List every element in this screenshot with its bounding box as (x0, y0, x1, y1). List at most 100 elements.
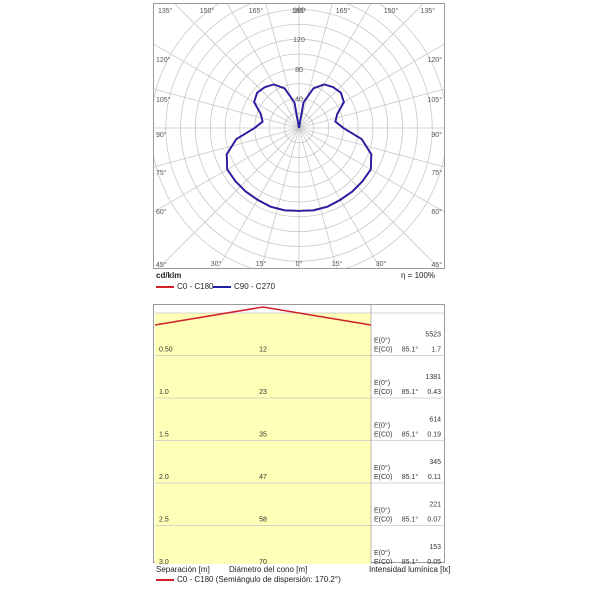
polar-angle-label-top: 180° (292, 7, 307, 15)
polar-grid-spoke (298, 4, 372, 129)
cone-diameter-label: 70 (259, 559, 267, 564)
polar-radial-tick-label: 120 (293, 37, 305, 44)
polar-angle-label-left: 45° (156, 261, 167, 269)
cone-separation-label: 2.5 (159, 517, 169, 524)
polar-grid-spoke (217, 127, 300, 268)
polar-diagram-panel: 40 80 120 160 135° 150° 165° 180° 165° 150° 135° 12… (153, 3, 445, 269)
polar-radial-tick-label: 40 (295, 96, 303, 103)
polar-series-curve (225, 83, 373, 212)
cone-edge-line (154, 306, 372, 326)
polar-angle-label-left: 90° (156, 131, 167, 139)
polar-grid-spoke (298, 43, 444, 129)
polar-angle-label-bottom: 15° (256, 260, 267, 268)
polar-radial-tick-label: 160 (293, 8, 305, 15)
polar-angle-label-right: 60° (431, 208, 442, 216)
polar-chart: 40 80 120 160 135° 150° 165° 180° 165° 150° 135° 12… (154, 4, 444, 269)
cone-separation-label: 2.0 (159, 474, 169, 481)
polar-grid-spoke (298, 127, 440, 268)
polar-angle-label-bottom: 15° (332, 260, 343, 268)
legend-swatch-c90-c270 (213, 286, 231, 288)
cone-angle-value: 85.1° (402, 431, 419, 439)
footer-diameter-label: Diámetro del cono [m] (229, 565, 308, 574)
polar-grid-spoke (298, 88, 444, 129)
polar-grid-spoke (298, 127, 444, 213)
cone-ec0-value: 0.43 (427, 389, 441, 396)
legend-label-c90-c270: C90 - C270 (234, 282, 275, 291)
polar-angle-label-top: 165° (336, 7, 351, 15)
cone-separation-label: 3.0 (159, 559, 169, 564)
footer-intensity-label: Intensidad lumínica [lx] (369, 565, 451, 574)
cone-e0-label: E(0°) (374, 507, 390, 515)
polar-angle-label-left: 60° (156, 208, 167, 216)
cone-ec0-label: E(C0) (374, 389, 392, 396)
cone-ec0-label: E(C0) (374, 517, 392, 524)
polar-grid-spoke (174, 4, 300, 129)
polar-angle-label-top: 150° (384, 7, 399, 15)
polar-grid-spoke (158, 127, 300, 268)
cone-angle-value: 85.1° (402, 558, 419, 564)
cone-separation-label: 1.0 (159, 389, 169, 396)
polar-angle-label-right: 75° (431, 169, 442, 177)
footer-separation-label: Separación [m] (156, 565, 210, 574)
cone-e0-value: 1381 (425, 374, 441, 381)
polar-grid-spoke (265, 4, 300, 129)
efficiency-label: η = 100% (401, 271, 436, 280)
cone-e0-value: 5523 (425, 332, 441, 339)
cone-angle-value: 85.1° (402, 516, 419, 524)
cone-ec0-value: 1.7 (431, 347, 441, 354)
polar-angle-label-bottom: 0° (296, 260, 303, 268)
cone-ec0-label: E(C0) (374, 559, 392, 564)
cone-ec0-value: 0.11 (428, 474, 441, 481)
polar-angle-label-top: 150° (200, 7, 215, 15)
cone-diameter-label: 47 (259, 474, 267, 481)
polar-angle-label-right: 105° (428, 96, 443, 104)
cone-diameter-label: 35 (259, 432, 267, 439)
legend-swatch-c0-c180 (156, 286, 174, 288)
polar-grid-spoke (154, 88, 300, 129)
cone-e0-value: 614 (429, 417, 441, 424)
polar-angle-label-left: 75° (156, 169, 167, 177)
polar-angle-label-top: 135° (158, 7, 173, 15)
polar-grid-spoke (298, 4, 424, 129)
cone-e0-value: 221 (429, 502, 441, 509)
polar-angle-label-right: 120° (428, 56, 443, 64)
polar-grid-spoke (261, 127, 300, 268)
cone-ec0-label: E(C0) (374, 474, 392, 481)
polar-angle-label-right: 90° (431, 131, 442, 139)
cone-e0-label: E(0°) (374, 337, 390, 345)
cone-ec0-value: 0.05 (427, 559, 441, 564)
legend-label-c0-c180: C0 - C180 (177, 282, 214, 291)
cone-e0-value: 153 (429, 544, 441, 551)
polar-grid-spoke (154, 43, 300, 129)
polar-grid-spoke (154, 127, 300, 213)
polar-angle-label-right: 45° (431, 261, 442, 269)
cone-angle-value: 85.1° (402, 388, 419, 396)
polar-unit-label: cd/klm (156, 271, 182, 280)
cone-e0-label: E(0°) (374, 464, 390, 472)
polar-angle-label-bottom: 30° (211, 260, 222, 268)
cone-diagram-panel: 0.50 12 E(0°) E(C0) 85.1° 5523 1.7 1.0 23 E(0°) E(… (153, 304, 445, 564)
polar-radial-tick-label: 80 (295, 67, 303, 74)
cone-e0-label: E(0°) (374, 379, 390, 387)
cone-angle-value: 85.1° (402, 473, 419, 481)
cone-ec0-label: E(C0) (374, 347, 392, 354)
cone-e0-value: 345 (429, 459, 441, 466)
cone-fill (155, 313, 371, 564)
polar-angle-label-top: 135° (421, 7, 436, 15)
cone-diameter-label: 23 (259, 389, 267, 396)
cone-separation-label: 0.50 (159, 347, 173, 354)
polar-grid-spoke (298, 127, 337, 268)
cone-diameter-label: 12 (259, 347, 267, 354)
cone-ec0-value: 0.19 (427, 432, 441, 439)
polar-grid-spoke (298, 4, 333, 129)
cone-e0-label: E(0°) (374, 422, 390, 430)
polar-grid-spoke (226, 4, 300, 129)
cone-angle-value: 85.1° (402, 346, 419, 354)
polar-angle-label-left: 120° (156, 56, 171, 64)
cone-ec0-label: E(C0) (374, 432, 392, 439)
polar-grid-spoke (298, 127, 444, 168)
cone-chart: 0.50 12 E(0°) E(C0) 85.1° 5523 1.7 1.0 23 E(0°) E(… (154, 305, 445, 564)
cone-e0-label: E(0°) (374, 549, 390, 557)
polar-grid-spoke (298, 127, 381, 268)
polar-angle-label-left: 105° (156, 96, 171, 104)
